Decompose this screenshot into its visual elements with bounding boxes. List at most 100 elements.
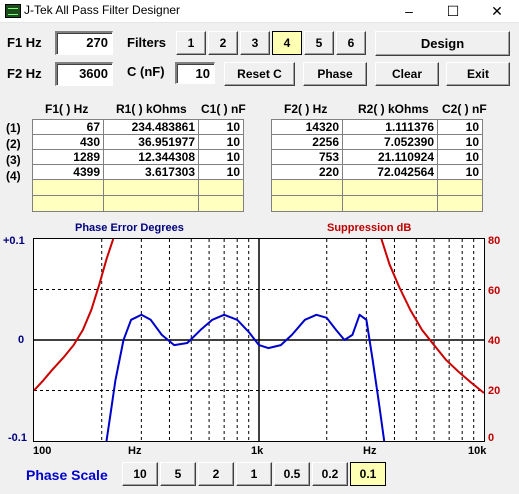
y-right-tick: 40 bbox=[488, 335, 501, 347]
phase-error-line bbox=[105, 313, 386, 442]
f2-label: F2 Hz bbox=[7, 66, 42, 81]
empty-cell[interactable] bbox=[103, 179, 199, 196]
col-header-r2: R2( ) kOhms bbox=[358, 102, 429, 116]
chart-title-right: Suppression dB bbox=[327, 222, 412, 234]
table-cell[interactable]: 220 bbox=[271, 164, 343, 180]
empty-cell[interactable] bbox=[437, 195, 483, 212]
filter-button-5[interactable]: 5 bbox=[304, 31, 334, 55]
table-cell[interactable]: 234.483861 bbox=[103, 119, 199, 135]
filter-button-2[interactable]: 2 bbox=[208, 31, 238, 55]
table-cell[interactable]: 10 bbox=[198, 119, 244, 135]
table-cell[interactable]: 10 bbox=[437, 164, 483, 180]
table-row: 430 36.951977 10 bbox=[32, 134, 244, 150]
exit-button[interactable]: Exit bbox=[446, 62, 510, 86]
close-button[interactable]: ✕ bbox=[491, 3, 503, 19]
phase-scale-button-10[interactable]: 10 bbox=[122, 462, 158, 486]
phase-scale-button-0.2[interactable]: 0.2 bbox=[312, 462, 348, 486]
table-cell[interactable]: 10 bbox=[198, 164, 244, 180]
maximize-button[interactable]: ☐ bbox=[446, 3, 460, 19]
x-tick-label: 1k bbox=[251, 445, 264, 457]
suppression-line-1 bbox=[33, 238, 115, 392]
plot-area bbox=[33, 238, 485, 442]
filter-button-6[interactable]: 6 bbox=[336, 31, 366, 55]
row-label-4: (4) bbox=[6, 169, 21, 183]
table-cell[interactable]: 2256 bbox=[271, 134, 343, 150]
x-tick-label: Hz bbox=[128, 445, 142, 457]
capacitance-input[interactable]: 10 bbox=[175, 62, 215, 84]
table-cell[interactable]: 753 bbox=[271, 149, 343, 165]
reset-c-button[interactable]: Reset C bbox=[224, 62, 295, 86]
empty-cell[interactable] bbox=[342, 179, 438, 196]
x-tick-label: 100 bbox=[33, 445, 52, 457]
table-cell[interactable]: 10 bbox=[437, 119, 483, 135]
table-cell[interactable]: 14320 bbox=[271, 119, 343, 135]
empty-cell[interactable] bbox=[32, 179, 104, 196]
phase-scale-button-2[interactable]: 2 bbox=[198, 462, 234, 486]
chart-title-left: Phase Error Degrees bbox=[75, 222, 184, 234]
table-cell[interactable]: 10 bbox=[437, 149, 483, 165]
table-cell[interactable]: 1.111376 bbox=[342, 119, 438, 135]
y-right-tick: 80 bbox=[488, 235, 501, 247]
table-row: 753 21.110924 10 bbox=[271, 149, 483, 165]
table-cell[interactable]: 10 bbox=[198, 134, 244, 150]
y-right-tick: 20 bbox=[488, 385, 501, 397]
f2-input[interactable]: 3600 bbox=[55, 62, 113, 86]
stage2-table: 14320 1.111376 10 2256 7.052390 10 753 21.11092… bbox=[271, 119, 483, 212]
empty-cell[interactable] bbox=[32, 195, 104, 212]
table-cell[interactable]: 21.110924 bbox=[342, 149, 438, 165]
design-button[interactable]: Design bbox=[375, 31, 510, 56]
table-row: 1289 12.344308 10 bbox=[32, 149, 244, 165]
minimize-button[interactable]: – bbox=[405, 3, 413, 19]
table-cell[interactable]: 3.617303 bbox=[103, 164, 199, 180]
table-cell[interactable]: 12.344308 bbox=[103, 149, 199, 165]
x-tick-label: Hz bbox=[363, 445, 377, 457]
table-cell[interactable]: 4399 bbox=[32, 164, 104, 180]
table-cell[interactable]: 67 bbox=[32, 119, 104, 135]
stage1-table: 67 234.483861 10 430 36.951977 10 1289 12.34430… bbox=[32, 119, 244, 212]
table-row: 2256 7.052390 10 bbox=[271, 134, 483, 150]
table-cell[interactable]: 10 bbox=[437, 134, 483, 150]
empty-cell[interactable] bbox=[198, 195, 244, 212]
empty-cell[interactable] bbox=[103, 195, 199, 212]
phase-button[interactable]: Phase bbox=[303, 62, 367, 86]
table-cell[interactable]: 72.042564 bbox=[342, 164, 438, 180]
table-cell[interactable]: 36.951977 bbox=[103, 134, 199, 150]
empty-cell[interactable] bbox=[437, 179, 483, 196]
f1-input[interactable]: 270 bbox=[55, 31, 113, 55]
phase-scale-button-0.1[interactable]: 0.1 bbox=[350, 462, 386, 486]
table-cell[interactable]: 10 bbox=[198, 149, 244, 165]
col-header-c2: C2( ) nF bbox=[442, 102, 487, 116]
empty-row bbox=[32, 195, 244, 212]
col-header-f2: F2( ) Hz bbox=[284, 102, 328, 116]
empty-cell[interactable] bbox=[198, 179, 244, 196]
y-left-tick-top: +0.1 bbox=[3, 235, 25, 247]
phase-chart bbox=[33, 238, 485, 442]
col-header-r1: R1( ) kOhms bbox=[116, 102, 187, 116]
empty-cell[interactable] bbox=[342, 195, 438, 212]
filters-label: Filters bbox=[127, 35, 167, 50]
phase-scale-label: Phase Scale bbox=[26, 467, 108, 483]
filter-button-4[interactable]: 4 bbox=[272, 31, 302, 55]
col-header-f1: F1( ) Hz bbox=[45, 102, 89, 116]
filter-button-1[interactable]: 1 bbox=[176, 31, 206, 55]
y-right-tick: 0 bbox=[488, 432, 495, 444]
empty-row bbox=[271, 179, 483, 196]
filter-button-3[interactable]: 3 bbox=[240, 31, 270, 55]
table-row: 67 234.483861 10 bbox=[32, 119, 244, 135]
empty-cell[interactable] bbox=[271, 195, 343, 212]
f1-label: F1 Hz bbox=[7, 35, 42, 50]
table-cell[interactable]: 430 bbox=[32, 134, 104, 150]
empty-cell[interactable] bbox=[271, 179, 343, 196]
table-cell[interactable]: 7.052390 bbox=[342, 134, 438, 150]
y-left-tick-zero: 0 bbox=[18, 334, 25, 346]
clear-button[interactable]: Clear bbox=[375, 62, 439, 86]
empty-row bbox=[32, 179, 244, 196]
phase-scale-button-0.5[interactable]: 0.5 bbox=[274, 462, 310, 486]
phase-scale-button-1[interactable]: 1 bbox=[236, 462, 272, 486]
table-cell[interactable]: 1289 bbox=[32, 149, 104, 165]
window-title: J-Tek All Pass Filter Designer bbox=[24, 3, 181, 17]
app-icon bbox=[5, 4, 21, 18]
phase-scale-button-5[interactable]: 5 bbox=[160, 462, 196, 486]
row-label-3: (3) bbox=[6, 153, 21, 167]
x-tick-label: 10k bbox=[468, 445, 487, 457]
